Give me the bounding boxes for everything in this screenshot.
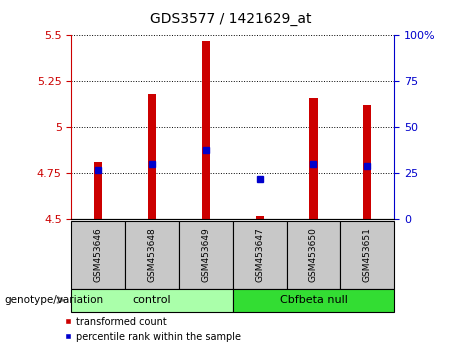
Text: Cbfbeta null: Cbfbeta null [279, 295, 348, 305]
Bar [309, 98, 318, 219]
Bar [148, 94, 156, 219]
Text: GSM453650: GSM453650 [309, 227, 318, 282]
Text: GDS3577 / 1421629_at: GDS3577 / 1421629_at [150, 12, 311, 27]
Bar [179, 221, 233, 289]
Bar [233, 289, 394, 312]
Bar [287, 221, 340, 289]
Bar [363, 105, 371, 219]
Bar [256, 216, 264, 219]
Bar [233, 221, 287, 289]
Text: GSM453647: GSM453647 [255, 228, 264, 282]
Bar [202, 41, 210, 219]
Bar [71, 289, 233, 312]
Bar [340, 221, 394, 289]
Text: GSM453651: GSM453651 [363, 227, 372, 282]
Bar [125, 221, 179, 289]
Text: GSM453648: GSM453648 [148, 228, 157, 282]
Bar [95, 162, 102, 219]
Text: genotype/variation: genotype/variation [5, 295, 104, 305]
Text: GSM453649: GSM453649 [201, 228, 210, 282]
Text: GSM453646: GSM453646 [94, 228, 103, 282]
Legend: transformed count, percentile rank within the sample: transformed count, percentile rank withi… [60, 313, 245, 346]
Text: control: control [133, 295, 171, 305]
Bar [71, 221, 125, 289]
